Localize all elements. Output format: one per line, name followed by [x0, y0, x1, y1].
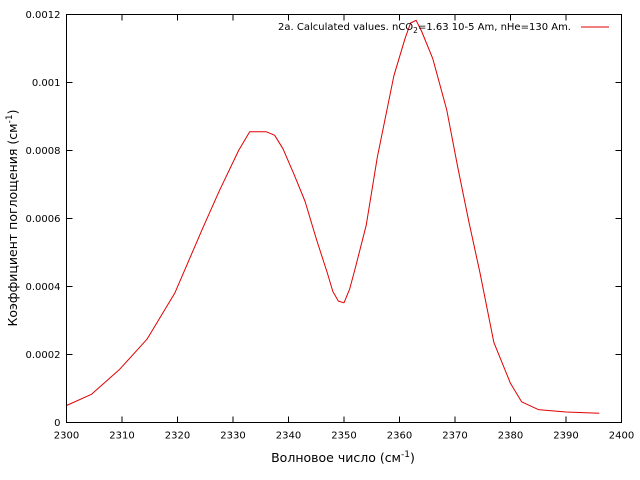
- y-tick-label: 0.0008: [26, 146, 61, 157]
- y-tick-label: 0: [54, 418, 60, 429]
- x-tick-label: 2340: [276, 431, 301, 442]
- x-tick-label: 2370: [442, 431, 467, 442]
- x-axis-title: Волновое число (см-1): [271, 450, 415, 465]
- x-tick-label: 2400: [609, 431, 634, 442]
- legend-label: 2a. Calculated values. nCO2=1.63 10-5 Am…: [278, 22, 571, 35]
- plot-frame: [66, 14, 622, 423]
- legend: 2a. Calculated values. nCO2=1.63 10-5 Am…: [278, 22, 609, 35]
- y-axis-title: Коэффициент поглощения (см-1): [5, 110, 20, 327]
- y-tick-label: 0.0002: [26, 350, 61, 361]
- y-tick-label: 0.0012: [26, 10, 61, 21]
- x-tick-label: 2360: [387, 431, 412, 442]
- x-tick-label: 2320: [165, 431, 190, 442]
- x-tick-label: 2350: [331, 431, 356, 442]
- x-axis-title-exponent: -1: [401, 450, 410, 460]
- x-tick-label: 2380: [498, 431, 523, 442]
- series-line-0: [66, 19, 600, 414]
- y-tick-label: 0.0006: [26, 214, 61, 225]
- y-tick-label: 0.001: [32, 78, 61, 89]
- y-axis-title-exponent: -1: [5, 114, 15, 123]
- y-tick-label: 0.0004: [26, 282, 61, 293]
- x-tick-label: 2390: [553, 431, 578, 442]
- x-tick-label: 2310: [109, 431, 134, 442]
- x-tick-label: 2300: [54, 431, 79, 442]
- ticks-layer: 2300 2310 2320 2330 2340 2350 2360 2370 2380 2390…: [26, 10, 635, 442]
- series-layer: [66, 19, 600, 414]
- x-tick-label: 2330: [220, 431, 245, 442]
